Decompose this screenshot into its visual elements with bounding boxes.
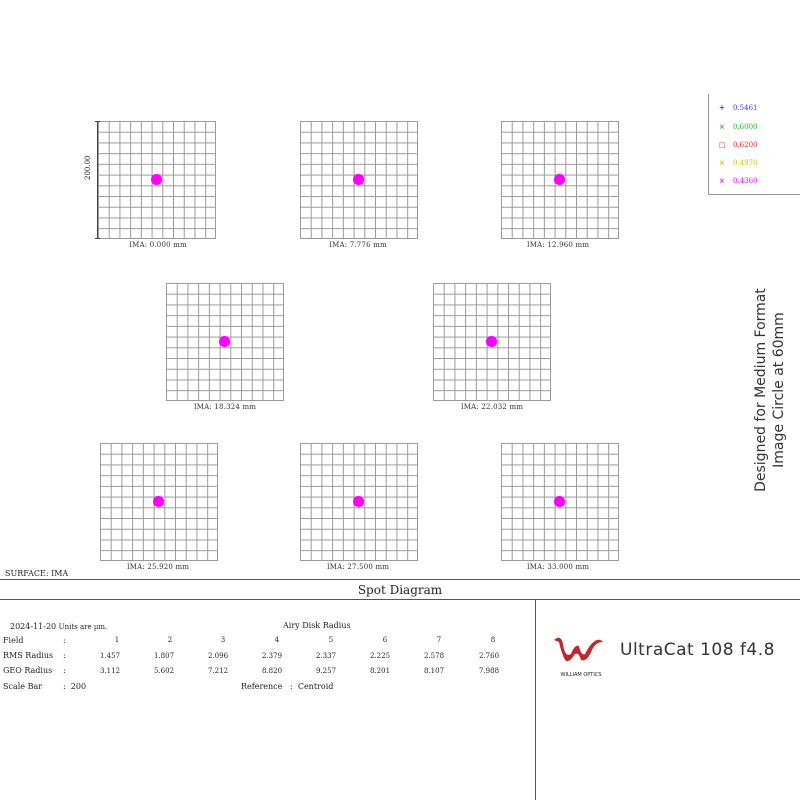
geo-value: 5.602 bbox=[153, 667, 175, 675]
geo-value: 7.988 bbox=[478, 667, 500, 675]
reference-label: Reference bbox=[241, 682, 283, 691]
legend-wavelength: 0.6200 bbox=[733, 141, 758, 149]
field-number: 4 bbox=[274, 636, 280, 644]
spot-grid-7 bbox=[300, 443, 418, 561]
geo-value: 8.820 bbox=[261, 667, 283, 675]
geo-value: 8.107 bbox=[423, 667, 445, 675]
field-number: 8 bbox=[490, 636, 496, 644]
rms-value: 1.807 bbox=[153, 652, 175, 660]
rms-value: 2.578 bbox=[423, 652, 445, 660]
diagram-title: Spot Diagram bbox=[357, 583, 443, 597]
field-number: 7 bbox=[436, 636, 442, 644]
spot-grid-3 bbox=[501, 121, 619, 239]
legend-marker: + bbox=[719, 103, 725, 112]
design-note-line-2: Image Circle at 60mm bbox=[771, 312, 787, 468]
geo-value: 3.112 bbox=[99, 667, 121, 675]
rms-label: RMS Radius bbox=[3, 651, 54, 660]
rms-value: 2.225 bbox=[369, 652, 391, 660]
geo-colon: : bbox=[63, 666, 66, 675]
divider-vertical bbox=[535, 600, 536, 800]
reference-row: Reference : Centroid bbox=[241, 682, 333, 691]
scale-colon: : bbox=[63, 682, 66, 691]
ima-label-4: IMA: 18.324 mm bbox=[193, 403, 257, 411]
design-note: Designed for Medium Format Image Circle … bbox=[752, 270, 788, 510]
geo-value: 7.212 bbox=[207, 667, 229, 675]
legend-item: × 0.4970 bbox=[719, 158, 758, 167]
units-note: Units are µm. bbox=[58, 623, 108, 631]
william-optics-logo: WILLIAM OPTICS bbox=[551, 630, 611, 680]
scale-bar-axis bbox=[97, 121, 98, 239]
spot-marker bbox=[353, 174, 364, 185]
geo-value: 9.257 bbox=[315, 667, 337, 675]
field-number: 2 bbox=[167, 636, 173, 644]
ima-label-2: IMA: 7.776 mm bbox=[329, 241, 387, 249]
spot-grid-8 bbox=[501, 443, 619, 561]
ima-label-7: IMA: 27.500 mm bbox=[326, 563, 390, 571]
reference-value: Centroid bbox=[297, 682, 334, 691]
field-number: 5 bbox=[328, 636, 334, 644]
spot-marker bbox=[151, 174, 162, 185]
legend-wavelength: 0.4970 bbox=[733, 159, 758, 167]
spot-grid-4 bbox=[166, 283, 284, 401]
scale-bar-tick-top bbox=[95, 121, 100, 122]
field-number: 3 bbox=[220, 636, 226, 644]
divider-title bbox=[0, 599, 800, 600]
legend-marker: □ bbox=[719, 140, 726, 149]
legend-item: □ 0.6200 bbox=[719, 140, 758, 149]
spot-grid-5 bbox=[433, 283, 551, 401]
geo-label: GEO Radius bbox=[3, 666, 53, 675]
spot-marker bbox=[153, 496, 164, 507]
spot-grid-2 bbox=[300, 121, 418, 239]
spot-marker bbox=[219, 336, 230, 347]
date-value: 2024-11-20 bbox=[10, 622, 57, 631]
rms-value: 2.337 bbox=[315, 652, 337, 660]
wavelength-legend: +0.5461 × 0.6000 □ 0.6200 × 0.4970 × 0.4360 bbox=[708, 94, 800, 195]
geo-value: 8.201 bbox=[369, 667, 391, 675]
field-label: Field bbox=[3, 636, 24, 645]
rms-value: 2.096 bbox=[207, 652, 229, 660]
ima-label-5: IMA: 22.032 mm bbox=[460, 403, 524, 411]
spot-grid-6 bbox=[100, 443, 218, 561]
logo-text: WILLIAM OPTICS bbox=[561, 672, 602, 678]
ima-label-3: IMA: 12.960 mm bbox=[526, 241, 590, 249]
field-number: 6 bbox=[382, 636, 388, 644]
rms-colon: : bbox=[63, 651, 66, 660]
ima-label-1: IMA: 0.000 mm bbox=[129, 241, 187, 249]
report-date: 2024-11-20 Units are µm. bbox=[10, 622, 107, 631]
spot-marker bbox=[353, 496, 364, 507]
scale-value: 200 bbox=[70, 682, 87, 691]
scale-bar-row-value: : 200 bbox=[63, 682, 86, 691]
ima-label-8: IMA: 33.000 mm bbox=[526, 563, 590, 571]
reference-colon: : bbox=[290, 682, 293, 691]
product-name: UltraCat 108 f4.8 bbox=[620, 640, 775, 660]
spot-marker bbox=[554, 496, 565, 507]
spot-marker bbox=[554, 174, 565, 185]
legend-wavelength: 0.4360 bbox=[733, 177, 758, 185]
field-number: 1 bbox=[114, 636, 120, 644]
legend-item: × 0.4360 bbox=[719, 176, 758, 185]
scale-bar-label: 200.00 bbox=[84, 155, 92, 181]
legend-item: +0.5461 bbox=[719, 103, 758, 112]
spot-grid-1 bbox=[98, 121, 216, 239]
divider-top bbox=[0, 579, 800, 580]
rms-value: 2.379 bbox=[261, 652, 283, 660]
rms-value: 1.457 bbox=[99, 652, 121, 660]
ima-label-6: IMA: 25.920 mm bbox=[126, 563, 190, 571]
airy-disk-title: Airy Disk Radius bbox=[283, 621, 351, 630]
legend-marker: × bbox=[719, 158, 725, 167]
field-colon: : bbox=[63, 636, 66, 645]
surface-label: SURFACE: IMA bbox=[5, 569, 69, 578]
legend-item: × 0.6000 bbox=[719, 122, 758, 131]
design-note-line-1: Designed for Medium Format bbox=[753, 288, 769, 492]
legend-marker: × bbox=[719, 122, 725, 131]
legend-marker: × bbox=[719, 176, 725, 185]
scale-bar-tick-bottom bbox=[95, 238, 100, 239]
legend-wavelength: 0.5461 bbox=[733, 104, 758, 112]
scale-bar-row-label: Scale Bar bbox=[3, 682, 43, 691]
legend-wavelength: 0.6000 bbox=[733, 123, 758, 131]
rms-value: 2.760 bbox=[478, 652, 500, 660]
spot-marker bbox=[486, 336, 497, 347]
logo-mark-icon: WILLIAM OPTICS bbox=[554, 637, 603, 678]
